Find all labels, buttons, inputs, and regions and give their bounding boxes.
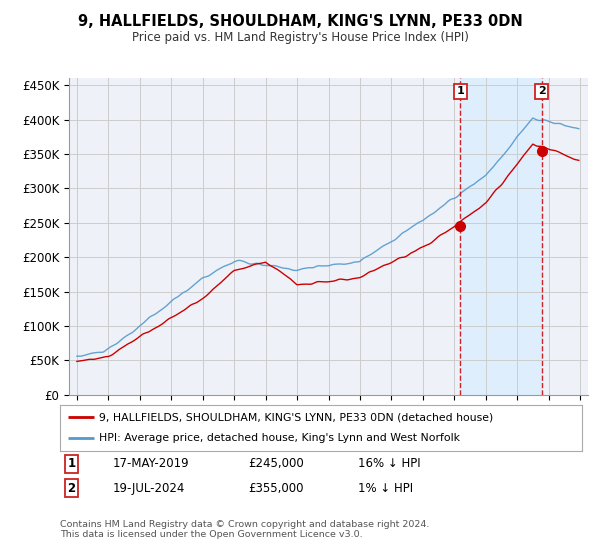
- Text: 2: 2: [67, 482, 76, 494]
- Text: £355,000: £355,000: [248, 482, 304, 494]
- Text: 1: 1: [67, 458, 76, 470]
- Text: 19-JUL-2024: 19-JUL-2024: [112, 482, 185, 494]
- Text: 17-MAY-2019: 17-MAY-2019: [112, 458, 189, 470]
- Text: 1% ↓ HPI: 1% ↓ HPI: [358, 482, 413, 494]
- Text: 1: 1: [457, 86, 464, 96]
- Text: Contains HM Land Registry data © Crown copyright and database right 2024.
This d: Contains HM Land Registry data © Crown c…: [60, 520, 430, 539]
- Text: 16% ↓ HPI: 16% ↓ HPI: [358, 458, 420, 470]
- Text: Price paid vs. HM Land Registry's House Price Index (HPI): Price paid vs. HM Land Registry's House …: [131, 31, 469, 44]
- Text: £245,000: £245,000: [248, 458, 304, 470]
- Bar: [460, 78, 542, 395]
- Text: HPI: Average price, detached house, King's Lynn and West Norfolk: HPI: Average price, detached house, King…: [99, 433, 460, 444]
- Text: 9, HALLFIELDS, SHOULDHAM, KING'S LYNN, PE33 0DN: 9, HALLFIELDS, SHOULDHAM, KING'S LYNN, P…: [77, 14, 523, 29]
- Text: 9, HALLFIELDS, SHOULDHAM, KING'S LYNN, PE33 0DN (detached house): 9, HALLFIELDS, SHOULDHAM, KING'S LYNN, P…: [99, 412, 493, 422]
- Text: 2: 2: [538, 86, 545, 96]
